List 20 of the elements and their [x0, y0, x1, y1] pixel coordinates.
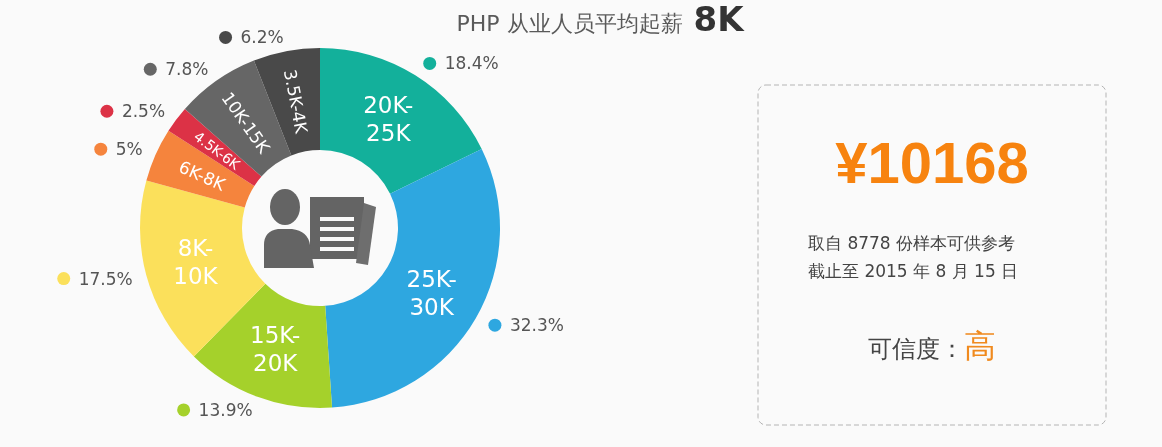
- text: 取自 8778 份样本可供参考: [808, 233, 1016, 253]
- chart-title: PHP 从业人员平均起薪 8K: [456, 0, 746, 39]
- data-label: 5%: [115, 139, 143, 160]
- data-label: 32.3%: [509, 315, 564, 336]
- slice-label: 15K-20K: [250, 321, 301, 376]
- data-label: 17.5%: [78, 268, 133, 289]
- data-label: 18.4%: [444, 53, 499, 74]
- data-label: 2.5%: [121, 101, 166, 122]
- data-label: 7.8%: [165, 59, 209, 80]
- text: 截止至 2015 年 8 月 15 日: [808, 261, 1019, 281]
- slice-label: 25K-30K: [406, 265, 457, 320]
- slice-label: 8K-10K: [173, 234, 219, 289]
- data-label: 13.9%: [198, 399, 253, 420]
- slice-label: 3.5K-4K: [279, 67, 312, 136]
- text: ¥10168: [835, 130, 1029, 195]
- data-label: 6.2%: [240, 27, 284, 48]
- text: 可信度：: [868, 335, 964, 363]
- text: 高: [964, 327, 996, 365]
- slice-label: 20K-25K: [363, 91, 414, 146]
- donut-slice: [325, 148, 500, 408]
